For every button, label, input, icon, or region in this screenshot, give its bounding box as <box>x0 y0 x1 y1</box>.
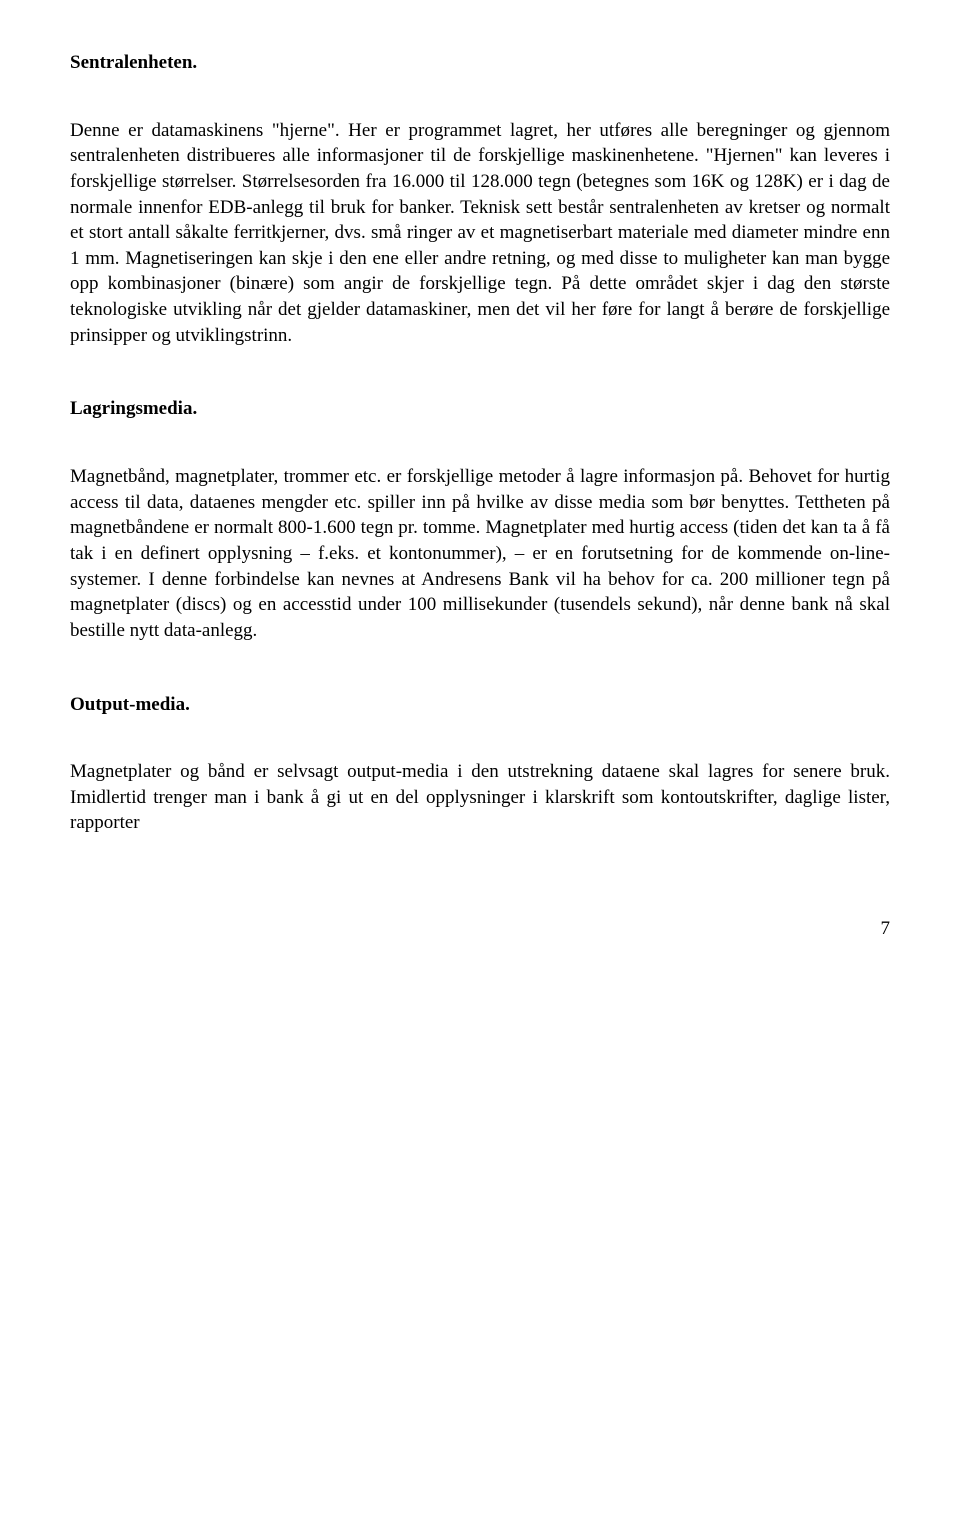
section-heading-sentralenheten: Sentralenheten. <box>70 50 890 76</box>
paragraph-output-media: Magnetplater og bånd er selvsagt output-… <box>70 759 890 836</box>
paragraph-lagringsmedia: Magnetbånd, magnetplater, trommer etc. e… <box>70 464 890 643</box>
paragraph-sentralenheten: Denne er datamaskinens "hjerne". Her er … <box>70 118 890 349</box>
section-heading-lagringsmedia: Lagringsmedia. <box>70 396 890 422</box>
page-number: 7 <box>70 916 890 942</box>
section-heading-output-media: Output-media. <box>70 692 890 718</box>
